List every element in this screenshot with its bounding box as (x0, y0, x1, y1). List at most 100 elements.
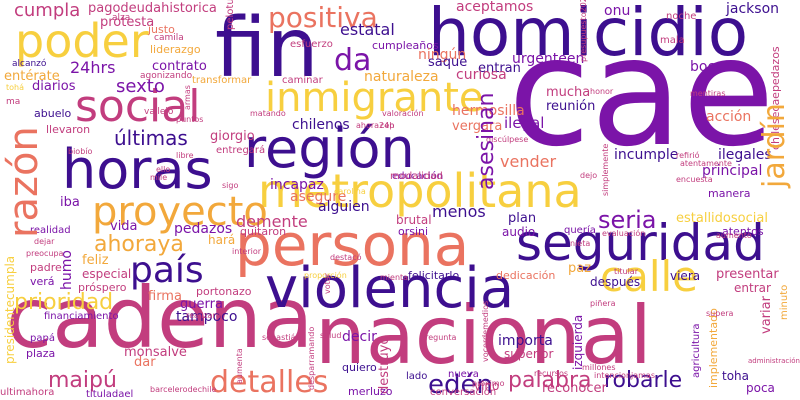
word: titular (614, 267, 638, 276)
word: proporción (304, 271, 347, 280)
word: firma (148, 289, 182, 304)
word: principal (702, 163, 763, 179)
word: llevaron (46, 123, 91, 136)
word: estatal (340, 20, 395, 39)
word: onu (604, 3, 631, 19)
word: demente (236, 212, 308, 231)
word: vallejo (144, 107, 174, 117)
word: naturaleza (364, 69, 439, 85)
word: urgenteen (512, 51, 585, 67)
word: justo (148, 23, 175, 36)
word: mile (150, 173, 168, 182)
word: lado (406, 371, 428, 382)
word: edén (428, 370, 493, 400)
word: jackson (726, 1, 780, 17)
word: contrato (152, 59, 207, 74)
word: acción (706, 109, 752, 125)
word: giorgio (210, 129, 255, 144)
word: portonazo (196, 285, 252, 298)
word: asesinan (474, 92, 499, 190)
word: mentiras (690, 89, 726, 98)
word: biobío (68, 147, 93, 156)
word: proximo (472, 379, 505, 388)
word: incapaz (270, 177, 324, 193)
word: iba (60, 195, 80, 210)
word: honor (590, 87, 614, 96)
word: vida (110, 219, 138, 234)
word: modalidad (390, 171, 443, 182)
word: presupuesto2025 (579, 0, 588, 62)
word: después (590, 275, 641, 289)
word: agricultura (691, 323, 702, 378)
word: social (75, 81, 201, 132)
word: cumpla (14, 0, 81, 21)
word: chilenos (292, 117, 350, 133)
word: sigo (222, 181, 239, 190)
word: papá (30, 333, 55, 344)
word: ma (6, 97, 21, 107)
word: agonizando (140, 71, 193, 81)
word: intencionjamas (594, 371, 655, 380)
word: poca (746, 381, 775, 395)
word: destacó (330, 253, 362, 262)
word: aumento (716, 231, 752, 240)
word: implementado (707, 308, 720, 388)
word: brutal (396, 213, 432, 227)
word: interior (232, 247, 262, 256)
word: quitaron (240, 225, 287, 238)
word: ello (156, 165, 171, 174)
word: ningún (418, 47, 467, 63)
word: tampoco (176, 309, 238, 325)
word: millones (582, 363, 616, 372)
word: variar (759, 296, 774, 334)
word: plan (508, 211, 537, 226)
word: vender (500, 152, 557, 171)
word: quería (564, 225, 596, 236)
word: encuesta (676, 175, 713, 184)
word: recursos (534, 369, 569, 378)
word: audio (502, 225, 536, 239)
word: tituladael (86, 389, 134, 400)
word: transformar (192, 75, 252, 86)
word: padre (30, 261, 62, 274)
word: mala (660, 35, 685, 46)
word: felicitarlo (408, 269, 460, 282)
word: inmigrante (265, 75, 484, 121)
word: merluzo (348, 385, 393, 398)
word: orsini (398, 225, 429, 238)
word: atentamente (680, 159, 732, 168)
word: curiosa (456, 67, 507, 83)
word: próspero (78, 281, 127, 294)
word: nacional (315, 289, 652, 382)
word: carolina (334, 187, 366, 196)
word: positiva (268, 1, 378, 34)
word: decir (342, 329, 377, 345)
word: fin (215, 1, 319, 96)
word: camila (154, 33, 184, 43)
word: supera (706, 309, 734, 318)
word: región (244, 117, 415, 180)
word: seguridad (516, 214, 765, 272)
word: verá (30, 275, 55, 288)
word: entérate (4, 69, 60, 84)
word: importa (498, 333, 553, 349)
word: ilegales (718, 147, 772, 163)
word: armas (183, 85, 192, 110)
word: plaza (26, 347, 56, 360)
word: monsalve (124, 345, 187, 360)
word: vocerdemedios (481, 300, 490, 362)
word: homicidio (428, 0, 749, 71)
word: puntos (176, 115, 204, 124)
word: votar (323, 273, 332, 294)
word: sebastián (262, 333, 301, 342)
word: mienta (380, 273, 409, 282)
word: piñera (590, 299, 616, 308)
word: vergara (452, 119, 503, 134)
word: simplemente (601, 143, 610, 196)
word: izquierda (571, 314, 585, 370)
word: vino (474, 379, 500, 393)
word: esfuerzo (290, 39, 333, 50)
word: dedicación (496, 269, 556, 282)
word: ilegal (504, 114, 545, 132)
